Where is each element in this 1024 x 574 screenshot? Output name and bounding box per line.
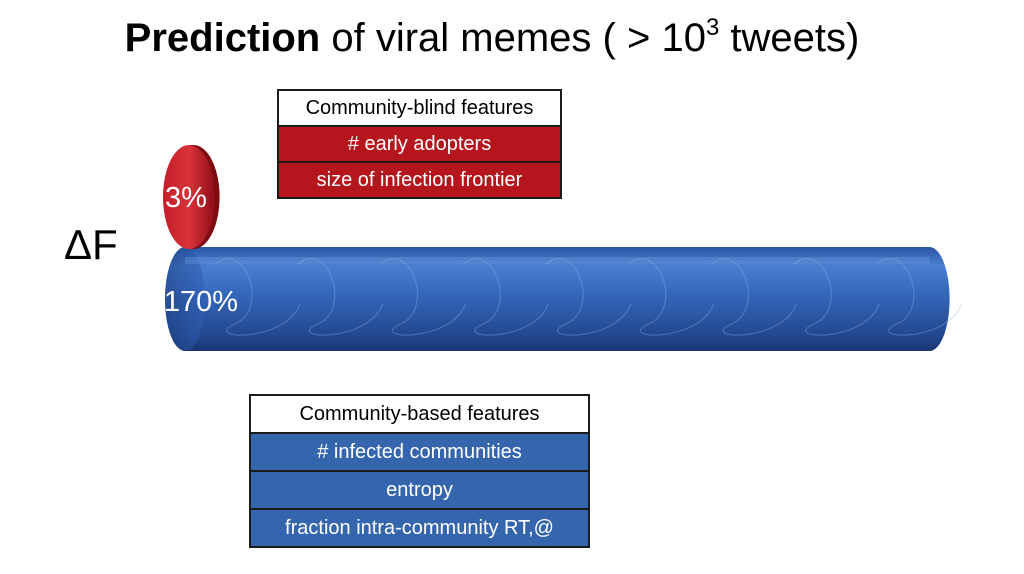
- title-rest: of viral memes ( > 10: [320, 16, 706, 60]
- feature-intra-community-rt: fraction intra-community RT,@: [251, 510, 588, 546]
- bar-community-based: [165, 247, 950, 351]
- texture-swirl: [297, 258, 384, 336]
- texture-swirl: [628, 258, 715, 336]
- texture-swirl: [793, 258, 880, 336]
- bars-group: [163, 145, 950, 351]
- title-tail: tweets): [719, 16, 860, 60]
- texture-swirl: [876, 258, 963, 336]
- page-title: Prediction of viral memes ( > 103 tweets…: [0, 14, 984, 62]
- community-based-features-table: Community-based features # infected comm…: [249, 394, 590, 548]
- community-based-header: Community-based features: [251, 396, 588, 432]
- texture-swirl: [380, 258, 467, 336]
- bar-community-based-highlight: [185, 257, 930, 264]
- community-blind-features-table: Community-blind features # early adopter…: [277, 89, 562, 199]
- feature-early-adopters: # early adopters: [279, 127, 560, 161]
- bar-community-blind: [163, 145, 215, 249]
- feature-infected-communities: # infected communities: [251, 434, 588, 470]
- texture-swirl: [545, 258, 632, 336]
- title-bold: Prediction: [124, 16, 321, 60]
- feature-entropy: entropy: [251, 472, 588, 508]
- bar-texture: [214, 258, 963, 336]
- texture-swirl: [711, 258, 797, 336]
- axis-label-delta-f: ΔF: [64, 221, 118, 268]
- bar-community-based-cap: [165, 247, 205, 351]
- feature-infection-frontier: size of infection frontier: [279, 163, 560, 197]
- texture-swirl: [214, 258, 301, 336]
- value-label-blind: 3%: [165, 182, 207, 214]
- texture-swirl: [462, 258, 549, 336]
- title-superscript: 3: [705, 14, 720, 41]
- community-blind-header: Community-blind features: [279, 91, 560, 125]
- value-label-based: 170%: [164, 286, 238, 318]
